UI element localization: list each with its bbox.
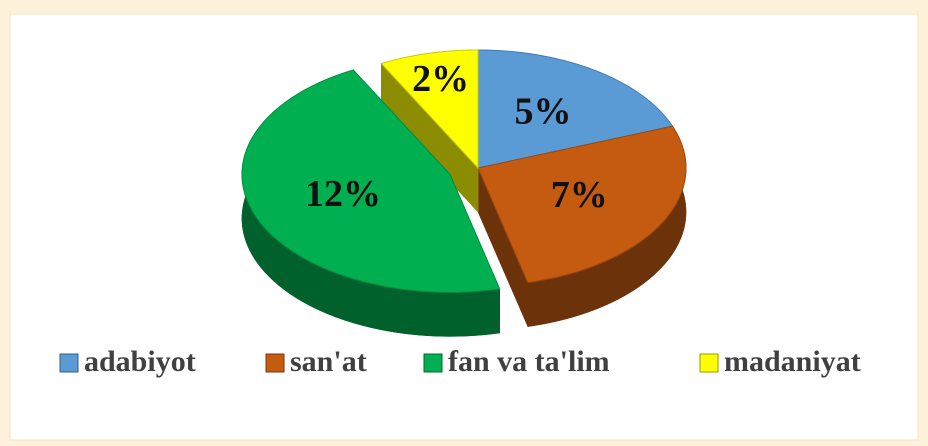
data-label: 5% [514, 90, 571, 132]
legend-swatch [423, 353, 443, 373]
legend-label: madaniyat [724, 345, 861, 378]
legend-swatch [59, 353, 79, 373]
slice [477, 125, 687, 284]
data-label: 12% [305, 173, 381, 215]
legend-label: adabiyot [84, 345, 196, 378]
data-label: 7% [551, 174, 608, 216]
legend-swatch [265, 353, 285, 373]
legend-swatch [699, 353, 719, 373]
slice [241, 69, 501, 293]
legend-label: fan va ta'lim [448, 345, 610, 378]
slice [380, 49, 479, 170]
slice [477, 49, 674, 169]
data-label: 2% [412, 58, 469, 100]
legend-label: san'at [290, 345, 367, 378]
